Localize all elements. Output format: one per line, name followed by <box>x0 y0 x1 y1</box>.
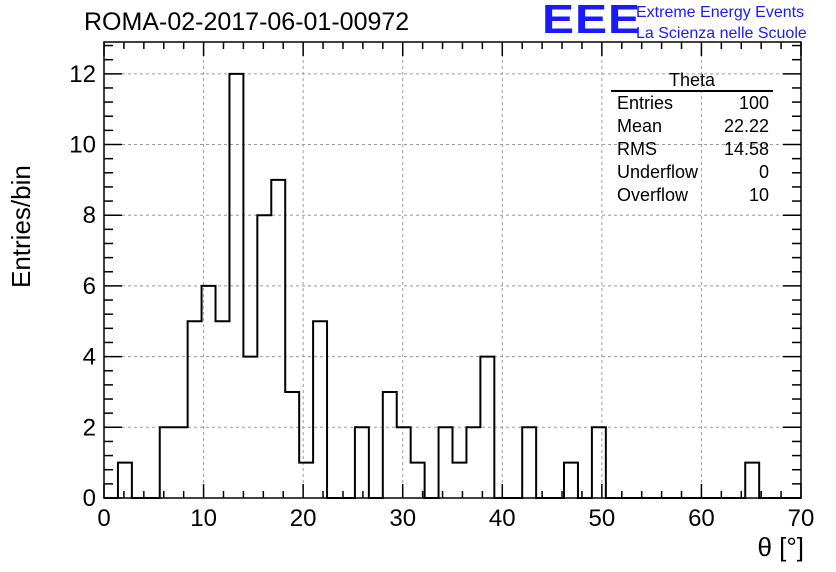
y-tick-label: 12 <box>69 61 96 88</box>
x-tick-label: 60 <box>688 505 715 532</box>
histogram-bin <box>188 321 202 498</box>
stats-value: 100 <box>738 93 769 113</box>
histogram-bin <box>313 321 327 498</box>
histogram-bin <box>285 392 299 498</box>
stats-value: 0 <box>758 162 769 182</box>
stats-box: Theta Entries 100 Mean 22.22 RMS 14.58 U… <box>611 70 773 207</box>
x-tick-label: 20 <box>290 505 317 532</box>
stats-label: RMS <box>617 139 657 159</box>
stats-value: 22.22 <box>723 116 769 136</box>
stats-label: Mean <box>617 116 663 136</box>
histogram-bin <box>397 427 411 498</box>
logo-line-1: Extreme Energy Events <box>636 4 805 21</box>
y-tick-label: 4 <box>83 344 96 371</box>
histogram-bin <box>439 427 453 498</box>
stats-value: 10 <box>748 185 769 205</box>
x-tick-label: 30 <box>389 505 416 532</box>
histogram-bin <box>299 463 313 498</box>
x-axis-label: θ [°] <box>757 532 804 562</box>
histogram-bin <box>118 463 132 498</box>
stats-label: Overflow <box>617 185 689 205</box>
histogram-bin <box>216 321 230 498</box>
x-tick-label: 40 <box>489 505 516 532</box>
stats-row-overflow: Overflow 10 <box>611 184 773 207</box>
x-tick-label: 50 <box>589 505 616 532</box>
histogram-bin <box>522 427 536 498</box>
histogram-bin <box>745 463 759 498</box>
histogram-bin <box>271 180 285 498</box>
y-tick-label: 8 <box>83 202 96 229</box>
y-tick-label: 10 <box>69 132 96 159</box>
histogram-bin <box>564 463 578 498</box>
stats-row-underflow: Underflow 0 <box>611 161 773 184</box>
histogram-bin <box>453 463 467 498</box>
plot-frame <box>103 41 802 499</box>
stats-value: 14.58 <box>723 139 769 159</box>
histogram-bin <box>174 427 188 498</box>
histogram-bin <box>466 427 480 498</box>
stats-title: Theta <box>611 70 773 92</box>
y-tick-label: 6 <box>83 273 96 300</box>
stats-label: Underflow <box>617 162 699 182</box>
stats-row-rms: RMS 14.58 <box>611 138 773 161</box>
histogram-bin <box>257 215 271 498</box>
chart-title: ROMA-02-2017-06-01-00972 <box>84 8 410 36</box>
x-tick-label: 0 <box>97 505 110 532</box>
stats-row-mean: Mean 22.22 <box>611 115 773 138</box>
stats-label: Entries <box>617 93 674 113</box>
x-tick-label: 10 <box>190 505 217 532</box>
histogram-bin <box>383 392 397 498</box>
logo-line-2: La Scienza nelle Scuole <box>636 25 807 42</box>
histogram-bin <box>355 427 369 498</box>
histogram-bin <box>592 427 606 498</box>
eee-logo: EEE <box>542 0 642 43</box>
y-tick-label: 2 <box>83 414 96 441</box>
stats-row-entries: Entries 100 <box>611 92 773 115</box>
y-tick-label: 0 <box>83 485 96 512</box>
histogram-bin <box>160 427 174 498</box>
x-tick-label: 70 <box>788 505 815 532</box>
